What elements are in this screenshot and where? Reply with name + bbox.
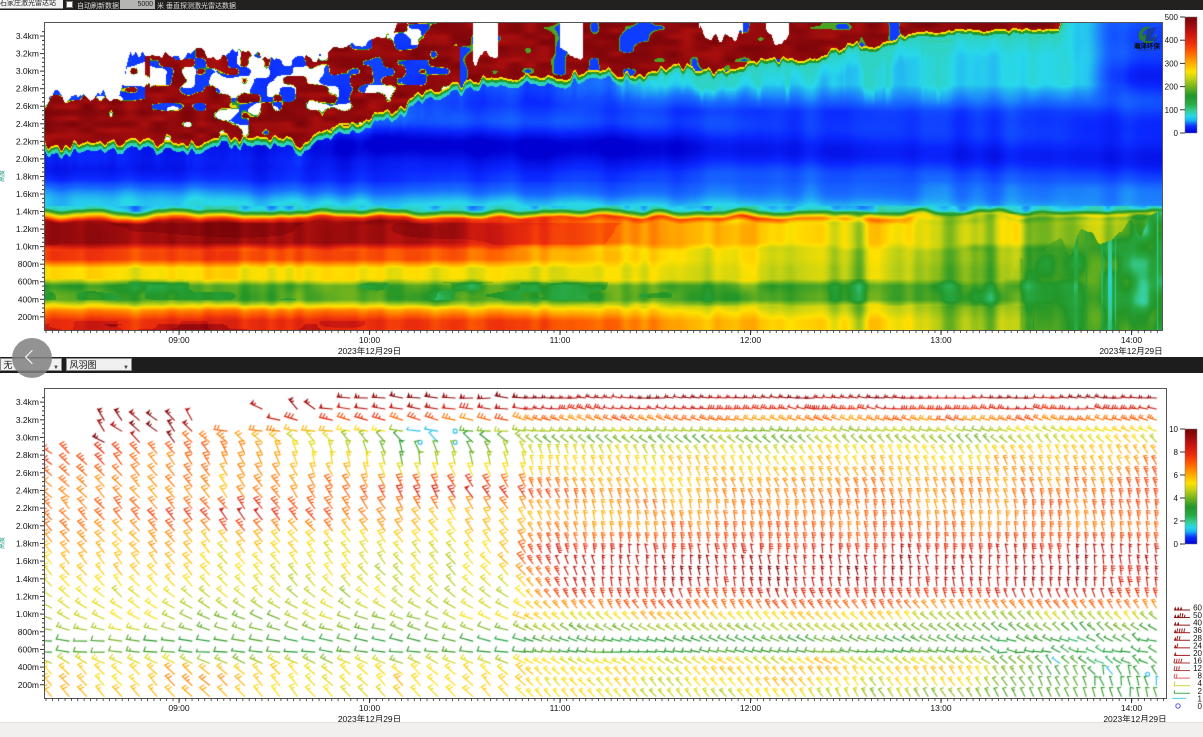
svg-text:高度: 高度 — [0, 170, 6, 182]
svg-text:36: 36 — [1193, 626, 1202, 635]
svg-text:12:00: 12:00 — [740, 335, 762, 345]
svg-text:1.0km: 1.0km — [16, 242, 39, 252]
svg-text:16: 16 — [1193, 656, 1202, 665]
svg-text:300: 300 — [1165, 59, 1179, 68]
svg-text:28: 28 — [1193, 634, 1202, 643]
svg-text:2.8km: 2.8km — [16, 450, 39, 460]
svg-text:200m: 200m — [18, 312, 39, 322]
svg-text:0: 0 — [1174, 540, 1179, 549]
svg-text:13:00: 13:00 — [930, 703, 952, 713]
svg-text:8: 8 — [1198, 672, 1203, 681]
svg-text:10:00: 10:00 — [359, 335, 381, 345]
svg-text:400m: 400m — [18, 294, 39, 304]
svg-text:1.6km: 1.6km — [16, 556, 39, 566]
svg-text:2.8km: 2.8km — [16, 84, 39, 94]
svg-text:1.4km: 1.4km — [16, 574, 39, 584]
svg-text:400: 400 — [1165, 36, 1179, 45]
svg-text:2.2km: 2.2km — [16, 503, 39, 513]
svg-text:600m: 600m — [18, 644, 39, 654]
svg-text:09:00: 09:00 — [168, 335, 190, 345]
svg-text:14:00: 14:00 — [1121, 703, 1143, 713]
svg-text:3.0km: 3.0km — [16, 432, 39, 442]
svg-text:100: 100 — [1165, 106, 1179, 115]
svg-text:11:00: 11:00 — [550, 703, 571, 713]
svg-text:0: 0 — [1198, 702, 1203, 711]
svg-text:2: 2 — [1174, 517, 1179, 526]
svg-text:1.2km: 1.2km — [16, 591, 39, 601]
svg-text:3.4km: 3.4km — [16, 31, 39, 41]
svg-text:60: 60 — [1193, 604, 1202, 613]
svg-text:高度: 高度 — [0, 537, 6, 549]
svg-text:2023年12月29日: 2023年12月29日 — [1099, 346, 1162, 356]
svg-text:12: 12 — [1193, 664, 1202, 673]
svg-text:10: 10 — [1169, 425, 1178, 434]
svg-text:10:00: 10:00 — [359, 703, 381, 713]
svg-text:瀚泽环保: 瀚泽环保 — [1134, 41, 1161, 50]
svg-text:11:00: 11:00 — [550, 335, 571, 345]
svg-text:2.2km: 2.2km — [16, 136, 39, 146]
svg-text:2.0km: 2.0km — [16, 521, 39, 531]
svg-text:3.0km: 3.0km — [16, 66, 39, 76]
svg-text:2.4km: 2.4km — [16, 485, 39, 495]
svg-text:4: 4 — [1174, 494, 1179, 503]
svg-text:50: 50 — [1193, 611, 1202, 620]
svg-text:1.8km: 1.8km — [16, 171, 39, 181]
svg-text:600m: 600m — [18, 277, 39, 287]
svg-text:14:00: 14:00 — [1121, 335, 1143, 345]
svg-text:3.4km: 3.4km — [16, 397, 39, 407]
svg-text:800m: 800m — [18, 627, 39, 637]
svg-text:1.0km: 1.0km — [16, 609, 39, 619]
svg-text:13:00: 13:00 — [930, 335, 952, 345]
svg-text:20: 20 — [1193, 649, 1202, 658]
svg-text:500: 500 — [1165, 13, 1179, 22]
svg-text:12:00: 12:00 — [740, 703, 762, 713]
svg-text:0: 0 — [1174, 129, 1179, 138]
svg-text:2023年12月29日: 2023年12月29日 — [338, 346, 401, 356]
svg-text:6: 6 — [1174, 471, 1179, 480]
svg-text:1.8km: 1.8km — [16, 538, 39, 548]
svg-text:2.0km: 2.0km — [16, 154, 39, 164]
svg-text:2023年12月29日: 2023年12月29日 — [338, 714, 401, 724]
svg-text:200m: 200m — [18, 680, 39, 690]
svg-text:3.2km: 3.2km — [16, 49, 39, 59]
svg-text:1: 1 — [1198, 694, 1203, 703]
svg-text:1.6km: 1.6km — [16, 189, 39, 199]
svg-text:40: 40 — [1193, 619, 1202, 628]
svg-text:2.6km: 2.6km — [16, 468, 39, 478]
svg-text:2: 2 — [1198, 687, 1203, 696]
svg-text:4: 4 — [1198, 679, 1203, 688]
svg-text:09:00: 09:00 — [168, 703, 190, 713]
svg-text:2023年12月29日: 2023年12月29日 — [1103, 714, 1166, 724]
svg-text:200: 200 — [1165, 83, 1179, 92]
svg-text:1.4km: 1.4km — [16, 207, 39, 217]
svg-text:2.4km: 2.4km — [16, 119, 39, 129]
svg-text:8: 8 — [1174, 448, 1179, 457]
svg-text:800m: 800m — [18, 259, 39, 269]
svg-text:3.2km: 3.2km — [16, 415, 39, 425]
svg-text:1.2km: 1.2km — [16, 224, 39, 234]
svg-text:400m: 400m — [18, 662, 39, 672]
svg-text:2.6km: 2.6km — [16, 101, 39, 111]
svg-text:24: 24 — [1193, 641, 1202, 650]
